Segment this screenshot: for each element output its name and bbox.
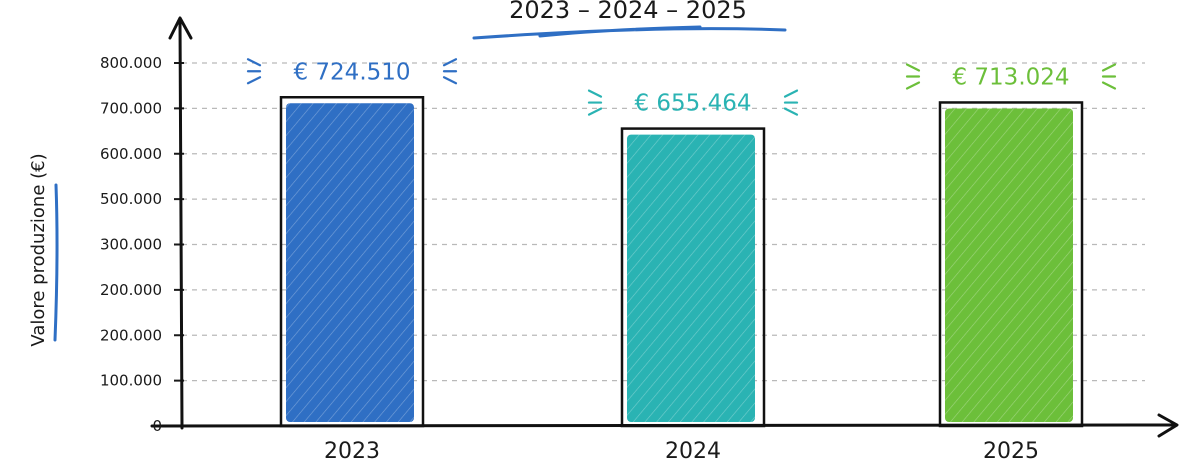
y-tick-label: 0 [152, 417, 162, 435]
bar-outline [938, 101, 1084, 428]
x-tick-label: 2025 [983, 439, 1039, 464]
bar-texture [945, 108, 1073, 422]
y-axis-label: Valore produzione (€) [28, 153, 49, 346]
y-tick-label: 200.000 [100, 326, 162, 344]
x-axis-arrow [1157, 413, 1179, 438]
bar-outline [279, 96, 425, 428]
emphasis-tick [783, 89, 799, 98]
emphasis-tick [783, 107, 799, 116]
data-label: € 655.464 [634, 91, 751, 117]
y-tick-label: 800.000 [100, 54, 162, 72]
emphasis-tick [1101, 81, 1117, 90]
emphasis-tick [442, 76, 458, 85]
y-axis-arrow [168, 16, 193, 40]
emphasis-tick [1101, 63, 1117, 72]
x-tick-label: 2023 [324, 439, 380, 464]
emphasis-tick [587, 89, 603, 98]
chart-title: 2023 – 2024 – 2025 [509, 0, 747, 24]
bar-outline [620, 127, 766, 428]
y-tick-label: 200.000 [100, 281, 162, 299]
emphasis-tick [246, 76, 262, 85]
emphasis-tick [246, 58, 262, 67]
data-label: € 724.510 [293, 59, 410, 85]
data-label: € 713.024 [952, 64, 1069, 90]
y-tick-label: 300.000 [100, 236, 162, 254]
y-tick-label: 500.000 [100, 190, 162, 208]
x-tick-label: 2024 [665, 439, 721, 464]
y-axis-line [178, 18, 184, 430]
bar-texture [286, 103, 414, 422]
y-tick-label: 100.000 [100, 372, 162, 390]
y-axis-label-underline [53, 183, 59, 342]
title-underline [472, 25, 787, 40]
emphasis-tick [905, 63, 921, 72]
y-tick-label: 600.000 [100, 145, 162, 163]
bars [279, 96, 1084, 428]
emphasis-tick [587, 107, 603, 116]
y-tick-label: 700.000 [100, 99, 162, 117]
labels: 0 100.000 200.000 200.000 300.000 500.000 600.… [100, 54, 1117, 464]
emphasis-tick [442, 58, 458, 67]
emphasis-tick [905, 81, 921, 90]
bar-texture [627, 134, 755, 423]
